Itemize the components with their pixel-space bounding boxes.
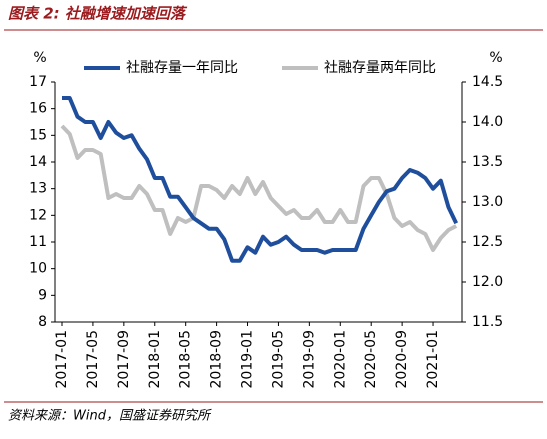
y-tick-label: 9 (38, 287, 47, 303)
series-line (60, 124, 458, 252)
x-tick-label: 2017-01 (54, 330, 70, 389)
x-tick-label: 2021-01 (425, 330, 441, 389)
y-tick-label: 12 (29, 207, 47, 223)
y2-unit: % (489, 50, 502, 66)
y2-tick-label: 13.0 (472, 194, 503, 210)
x-tick-label: 2018-01 (147, 330, 163, 389)
y-unit: % (33, 50, 46, 66)
y-tick-label: 16 (29, 101, 47, 117)
x-tick-label: 2017-09 (116, 330, 132, 389)
y-tick-label: 10 (29, 261, 47, 277)
x-tick-label: 2019-09 (301, 330, 317, 389)
y-tick-label: 11 (29, 234, 47, 250)
series-line (62, 96, 459, 263)
x-tick-label: 2020-01 (332, 330, 348, 389)
x-tick-label: 2020-05 (363, 330, 379, 389)
x-tick-label: 2019-05 (270, 330, 286, 389)
y-tick-label: 13 (29, 181, 47, 197)
y-tick-label: 15 (29, 127, 47, 143)
x-tick-label: 2018-09 (209, 330, 225, 389)
chart-title: 图表 2: 社融增速加速回落 (8, 5, 188, 23)
y2-tick-label: 14.0 (472, 114, 503, 130)
y2-tick-label: 12.5 (472, 234, 503, 250)
y2-tick-label: 12.0 (472, 274, 503, 290)
y2-tick-label: 13.5 (472, 154, 503, 170)
legend-label: 社融存量两年同比 (324, 60, 436, 76)
x-tick-label: 2019-01 (240, 330, 256, 389)
legend-label: 社融存量一年同比 (126, 60, 238, 76)
x-tick-label: 2017-05 (85, 330, 101, 389)
y2-tick-label: 11.5 (472, 314, 503, 330)
x-tick-label: 2018-05 (178, 330, 194, 389)
y-tick-label: 8 (38, 314, 47, 330)
y-tick-label: 14 (29, 154, 47, 170)
y2-tick-label: 14.5 (472, 74, 503, 90)
source: 资料来源：Wind，国盛证券研究所 (8, 408, 212, 424)
y-tick-label: 17 (29, 74, 47, 90)
x-tick-label: 2020-09 (394, 330, 410, 389)
